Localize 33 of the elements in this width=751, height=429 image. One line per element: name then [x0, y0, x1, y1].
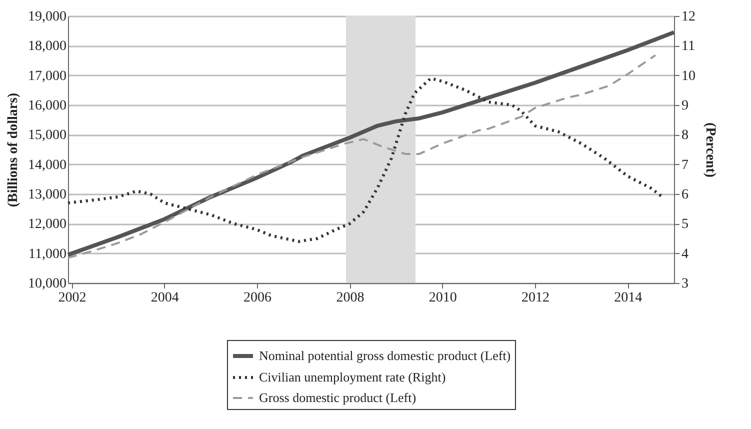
- legend-label: Nominal potential gross domestic product (Left): [259, 348, 511, 363]
- y-tick-label: 10,000: [28, 276, 66, 292]
- y-tick-label: 18,000: [28, 39, 66, 54]
- y-tick-label: 11,000: [28, 246, 66, 262]
- y2-axis-title: (Percent): [702, 122, 718, 178]
- y-axis-title: (Billions of dollars): [6, 92, 21, 208]
- y2-tick-label: 9: [682, 98, 688, 114]
- y2-tick-label: 12: [682, 10, 696, 24]
- y-tick-label: 15,000: [28, 128, 66, 144]
- x-tick-label: 2010: [428, 290, 457, 306]
- x-tick-label: 2004: [150, 290, 179, 306]
- y2-tick-label: 6: [682, 188, 688, 202]
- y2-tick-label: 8: [682, 128, 688, 144]
- legend-label: Gross domestic product (Left): [259, 390, 416, 405]
- y2-tick-label: 3: [682, 276, 688, 292]
- x-tick-label: 2002: [58, 290, 86, 306]
- y-tick-label: 17,000: [28, 68, 66, 84]
- x-tick-label: 2012: [522, 290, 550, 306]
- x-tick-label: 2014: [614, 290, 642, 306]
- y-tick-label: 16,000: [28, 98, 66, 114]
- line-series: [66, 76, 664, 243]
- x-tick-label: 2008: [336, 290, 364, 306]
- x-tick-label: 2006: [244, 290, 272, 306]
- y2-tick-label: 4: [682, 246, 688, 262]
- y-tick-label: 14,000: [28, 158, 66, 173]
- y2-tick-label: 5: [682, 217, 688, 232]
- y-tick-label: 12,000: [28, 217, 66, 232]
- y-tick-label: 13,000: [28, 188, 66, 202]
- y2-tick-label: 10: [682, 68, 696, 84]
- y2-tick-label: 7: [682, 158, 688, 173]
- y2-tick-label: 11: [682, 39, 695, 54]
- y-tick-label: 19,000: [28, 10, 66, 24]
- legend-label: Civilian unemployment rate (Right): [259, 370, 446, 384]
